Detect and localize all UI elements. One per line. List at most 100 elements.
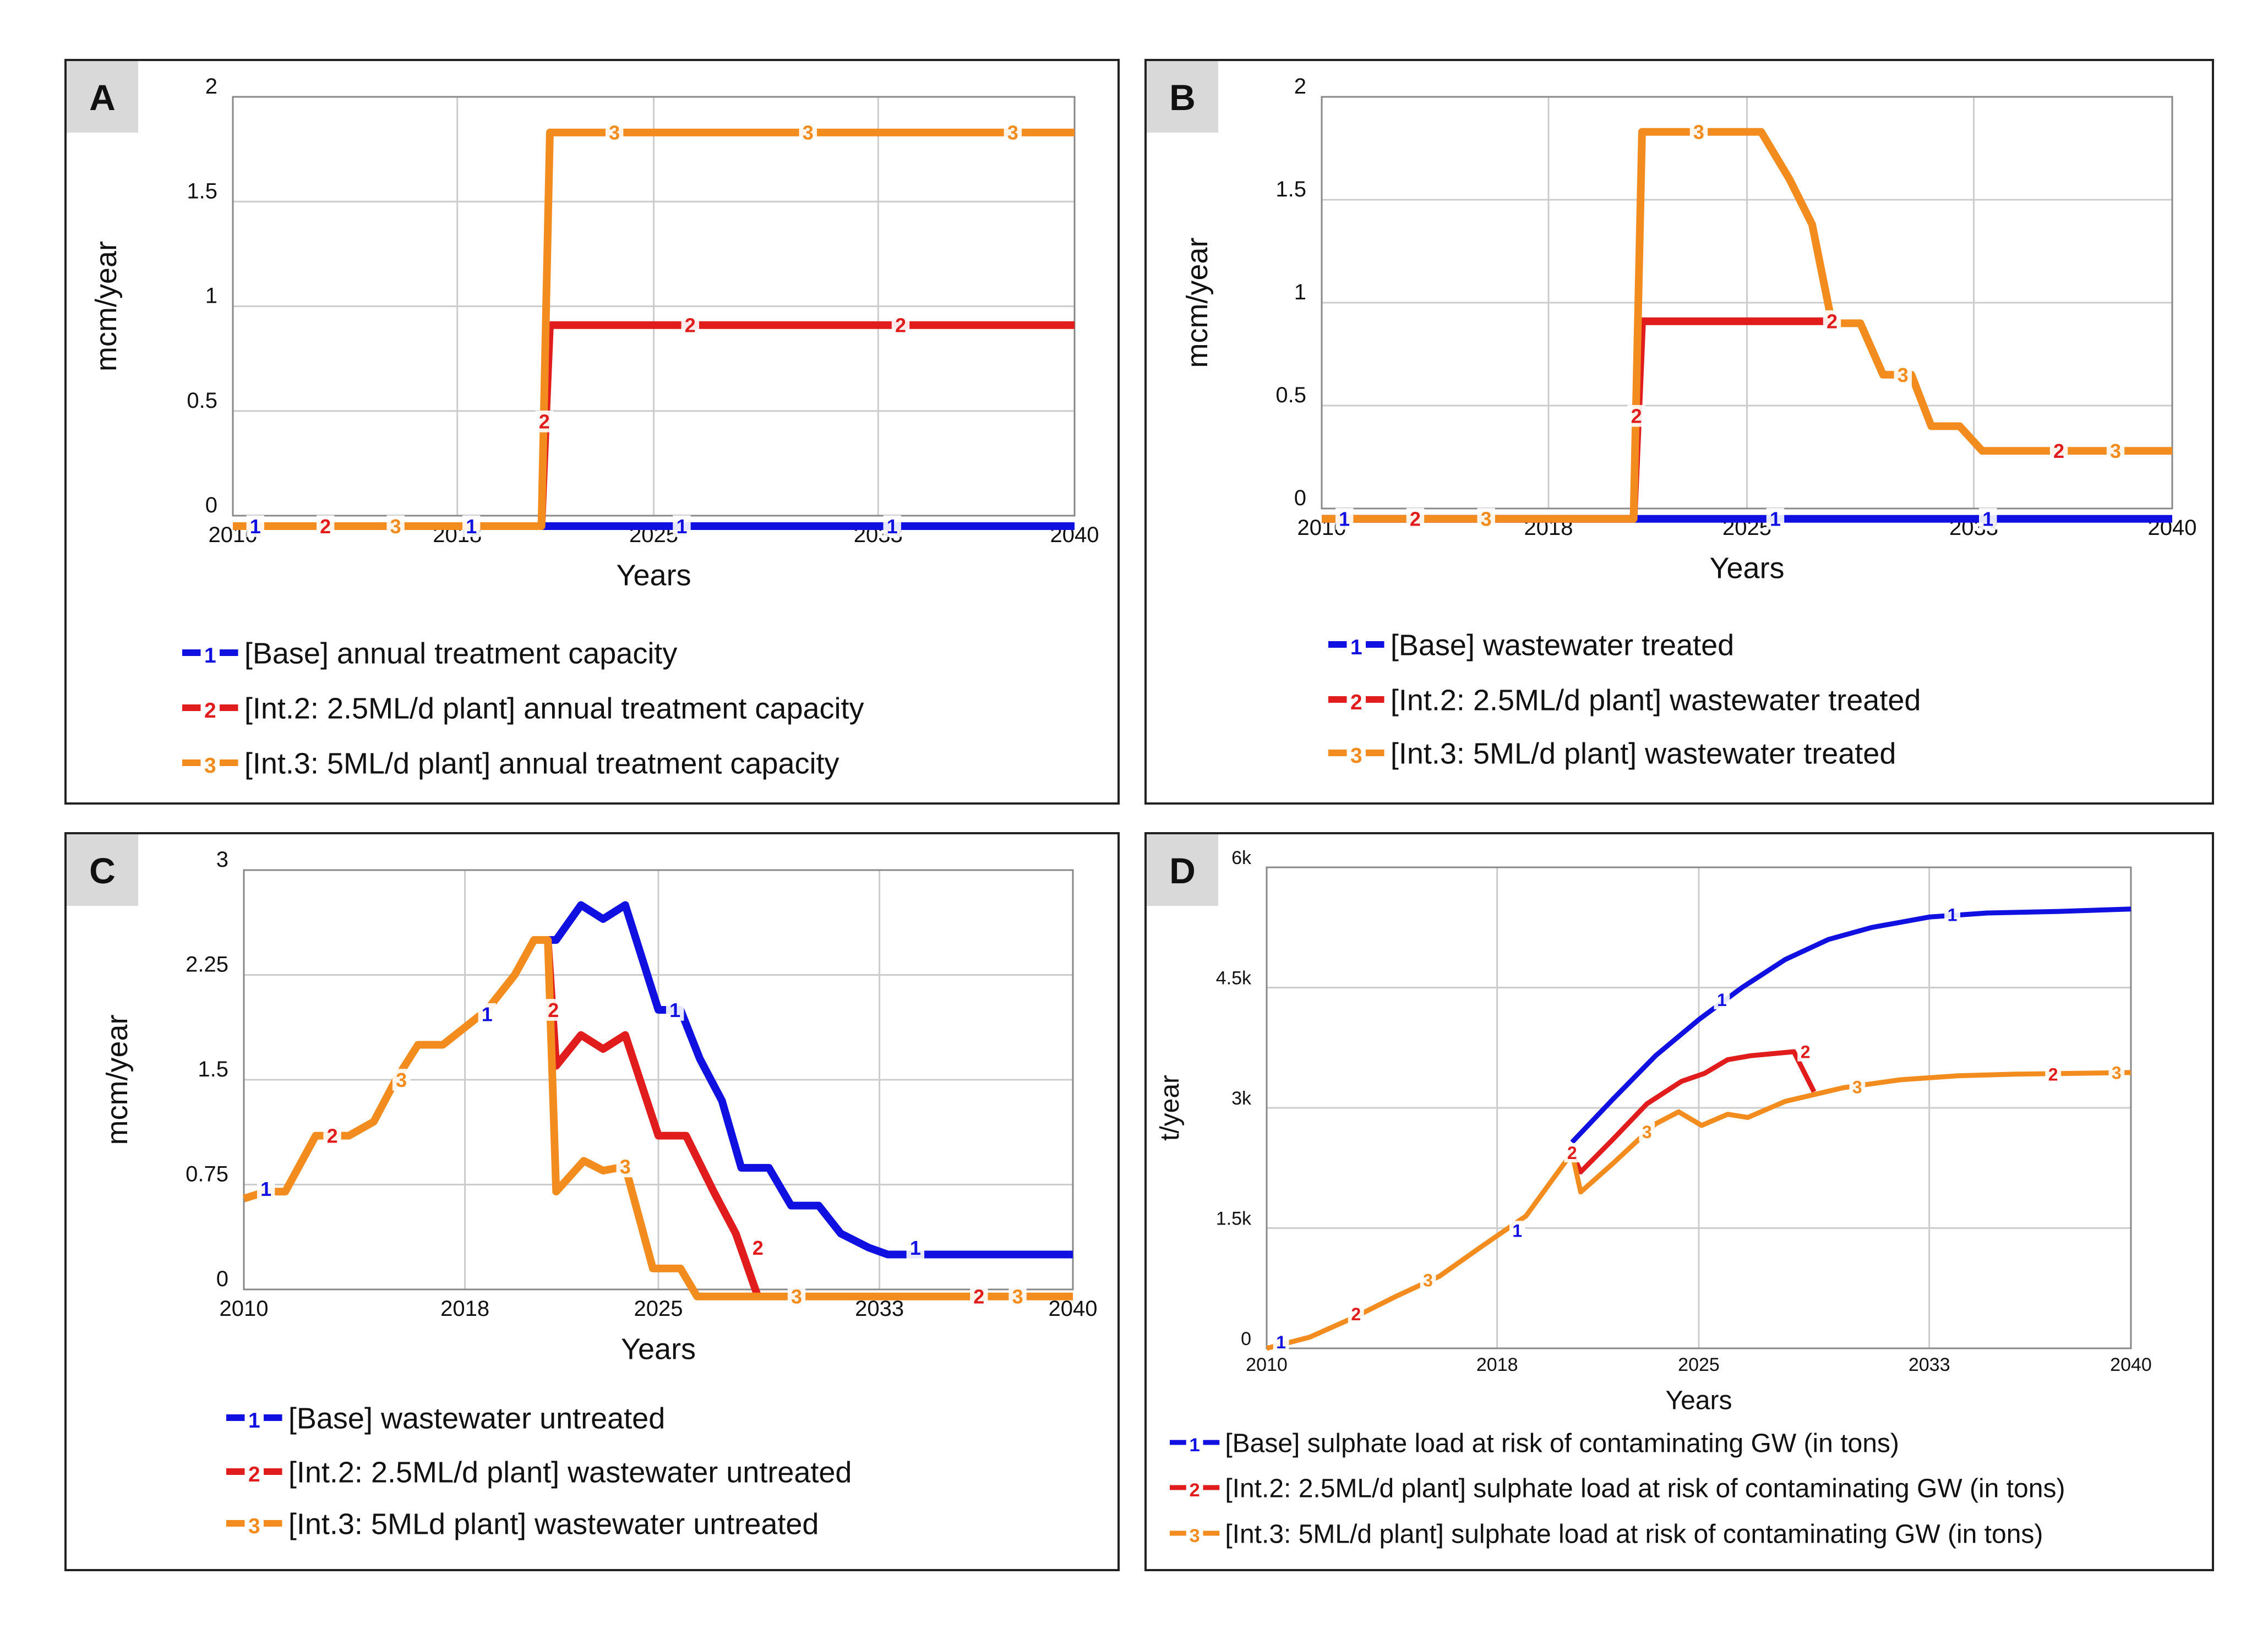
series-marker-bg-int2: [2049, 440, 2068, 462]
series-line-int2: [544, 939, 762, 1298]
series-marker-int2: 2: [1410, 508, 1421, 531]
y-tick-label: 0: [1241, 1329, 1251, 1349]
series-marker-int2: 2: [685, 314, 696, 337]
series-marker-bg-int2: [1797, 1042, 1814, 1062]
series-marker-bg-int2: [1823, 310, 1841, 332]
series-marker-base: 1: [1339, 508, 1350, 531]
series-marker-int2: 2: [753, 1237, 764, 1259]
plot-frame: [1266, 866, 2132, 1349]
x-tick-label: 2010: [1246, 1354, 1288, 1375]
y-tick-label: 0: [205, 493, 217, 517]
series-marker-bg-int2: [2045, 1064, 2062, 1084]
series-marker-int2: 2: [1351, 1304, 1361, 1324]
legend-number-int2: 2: [1190, 1480, 1200, 1501]
series-marker-bg-int2: [749, 1237, 767, 1259]
series-marker-int3: 3: [1642, 1122, 1652, 1142]
legend-label-base: [Base] sulphate load at risk of contamin…: [1225, 1429, 1899, 1458]
series-marker-bg-base: [1766, 507, 1785, 530]
series-marker-base: 1: [260, 1178, 271, 1200]
series-marker-int2: 2: [1631, 405, 1642, 428]
series-marker-bg-base: [666, 999, 684, 1021]
series-marker-bg-int3: [1894, 364, 1912, 386]
series-marker-bg-int2: [535, 410, 553, 433]
series-marker-int3: 3: [1852, 1078, 1862, 1097]
legend-number-int2: 2: [1350, 691, 1362, 714]
x-tick-label: 2040: [1049, 1297, 1098, 1321]
y-tick-label: 3: [216, 848, 228, 872]
series-marker-base: 1: [250, 515, 261, 538]
series-marker-bg-int3: [1008, 1285, 1027, 1308]
legend-number-int3: 3: [1190, 1526, 1200, 1546]
series-marker-base: 1: [1717, 990, 1727, 1010]
legend-number-base: 1: [1190, 1435, 1200, 1456]
series-marker-bg-base: [257, 1178, 275, 1200]
y-tick-label: 2: [1294, 74, 1306, 99]
y-tick-label: 0: [216, 1267, 228, 1291]
series-marker-base: 1: [669, 999, 680, 1021]
y-tick-label: 1: [1294, 280, 1306, 304]
series-marker-bg-int2: [323, 1124, 341, 1147]
series-marker-int3: 3: [1007, 122, 1018, 144]
series-marker-bg-int3: [1420, 1270, 1436, 1290]
legend-number-base: 1: [1350, 636, 1362, 659]
plot-frame: [232, 96, 1076, 517]
y-axis-label: mcm/year: [101, 1014, 134, 1145]
series-marker-bg-int3: [1004, 121, 1022, 144]
legend-number-int3: 3: [1350, 744, 1362, 768]
panel-label-d: D: [1169, 850, 1196, 891]
panel-label-badge-c: [67, 834, 138, 906]
series-marker-bg-int3: [1639, 1122, 1655, 1142]
y-axis-label: t/year: [1155, 1075, 1185, 1141]
y-tick-label: 4.5k: [1216, 968, 1252, 989]
series-marker-bg-int3: [616, 1155, 634, 1178]
panel-a: A 2010 2018 2025 2033 2040 0 0.5 1 1.5 2 Years mcm/y…: [64, 59, 1120, 805]
plot-frame: [243, 869, 1074, 1291]
x-axis-label: Years: [1666, 1386, 1732, 1415]
series-marker-int2: 2: [320, 515, 331, 538]
series-marker-bg-base: [1509, 1221, 1525, 1240]
series-marker-bg-base: [1979, 507, 1997, 530]
legend-number-int3: 3: [204, 754, 216, 778]
series-marker-int3: 3: [620, 1155, 631, 1178]
series-marker-int3: 3: [1423, 1271, 1433, 1291]
series-marker-bg-base: [462, 515, 481, 537]
panel-label-badge-a: [67, 61, 138, 133]
series-line-base: [534, 901, 1073, 1259]
legend-label-int2: [Int.2: 2.5ML/d plant] wastewater untrea…: [288, 1456, 852, 1489]
x-tick-label: 2018: [440, 1297, 489, 1321]
legend-label-base: [Base] wastewater treated: [1391, 628, 1734, 662]
series-marker-int2: 2: [539, 411, 550, 433]
series-line-int2: [1322, 317, 1832, 523]
legend-label-int3: [Int.3: 5ML/d plant] wastewater treated: [1391, 737, 1896, 770]
series-marker-int2: 2: [973, 1286, 984, 1308]
series-marker-int3: 3: [2110, 440, 2121, 462]
series-marker-base: 1: [1512, 1221, 1522, 1240]
panel-c: C 2010 2018 2025 2033 2040 0 0.75 1.5 2.25 3 Years m…: [64, 832, 1120, 1571]
series-marker-bg-int3: [605, 121, 624, 144]
y-tick-label: 6k: [1231, 848, 1252, 868]
series-marker-int2: 2: [2048, 1064, 2058, 1084]
panel-d: D 2010 2018 2025 2033 2040 0 1.5k 3k 4.5k 6k Years t…: [1144, 832, 2214, 1571]
series-marker-bg-int3: [2106, 440, 2125, 462]
series-marker-int3: 3: [390, 515, 401, 538]
series-marker-bg-int2: [1627, 404, 1645, 427]
series-marker-bg-int2: [1564, 1143, 1580, 1163]
series-marker-bg-int3: [392, 1069, 411, 1091]
y-tick-label: 0.5: [187, 389, 217, 413]
series-marker-int3: 3: [609, 122, 620, 144]
y-tick-label: 1.5: [1275, 177, 1306, 201]
x-tick-label: 2018: [1476, 1354, 1518, 1375]
series-marker-base: 1: [1770, 508, 1781, 531]
series-marker-int3: 3: [1693, 121, 1704, 144]
series-marker-bg-int3: [386, 515, 405, 537]
series-marker-base: 1: [466, 515, 477, 538]
series-marker-int2: 2: [1567, 1143, 1577, 1163]
legend-label-base: [Base] annual treatment capacity: [244, 637, 677, 670]
series-marker-bg-int3: [1689, 121, 1708, 143]
series-marker-bg-int2: [1406, 507, 1425, 530]
series-marker-bg-int2: [316, 515, 335, 537]
x-tick-label: 2025: [634, 1297, 683, 1321]
legend-number-int2: 2: [248, 1463, 260, 1486]
